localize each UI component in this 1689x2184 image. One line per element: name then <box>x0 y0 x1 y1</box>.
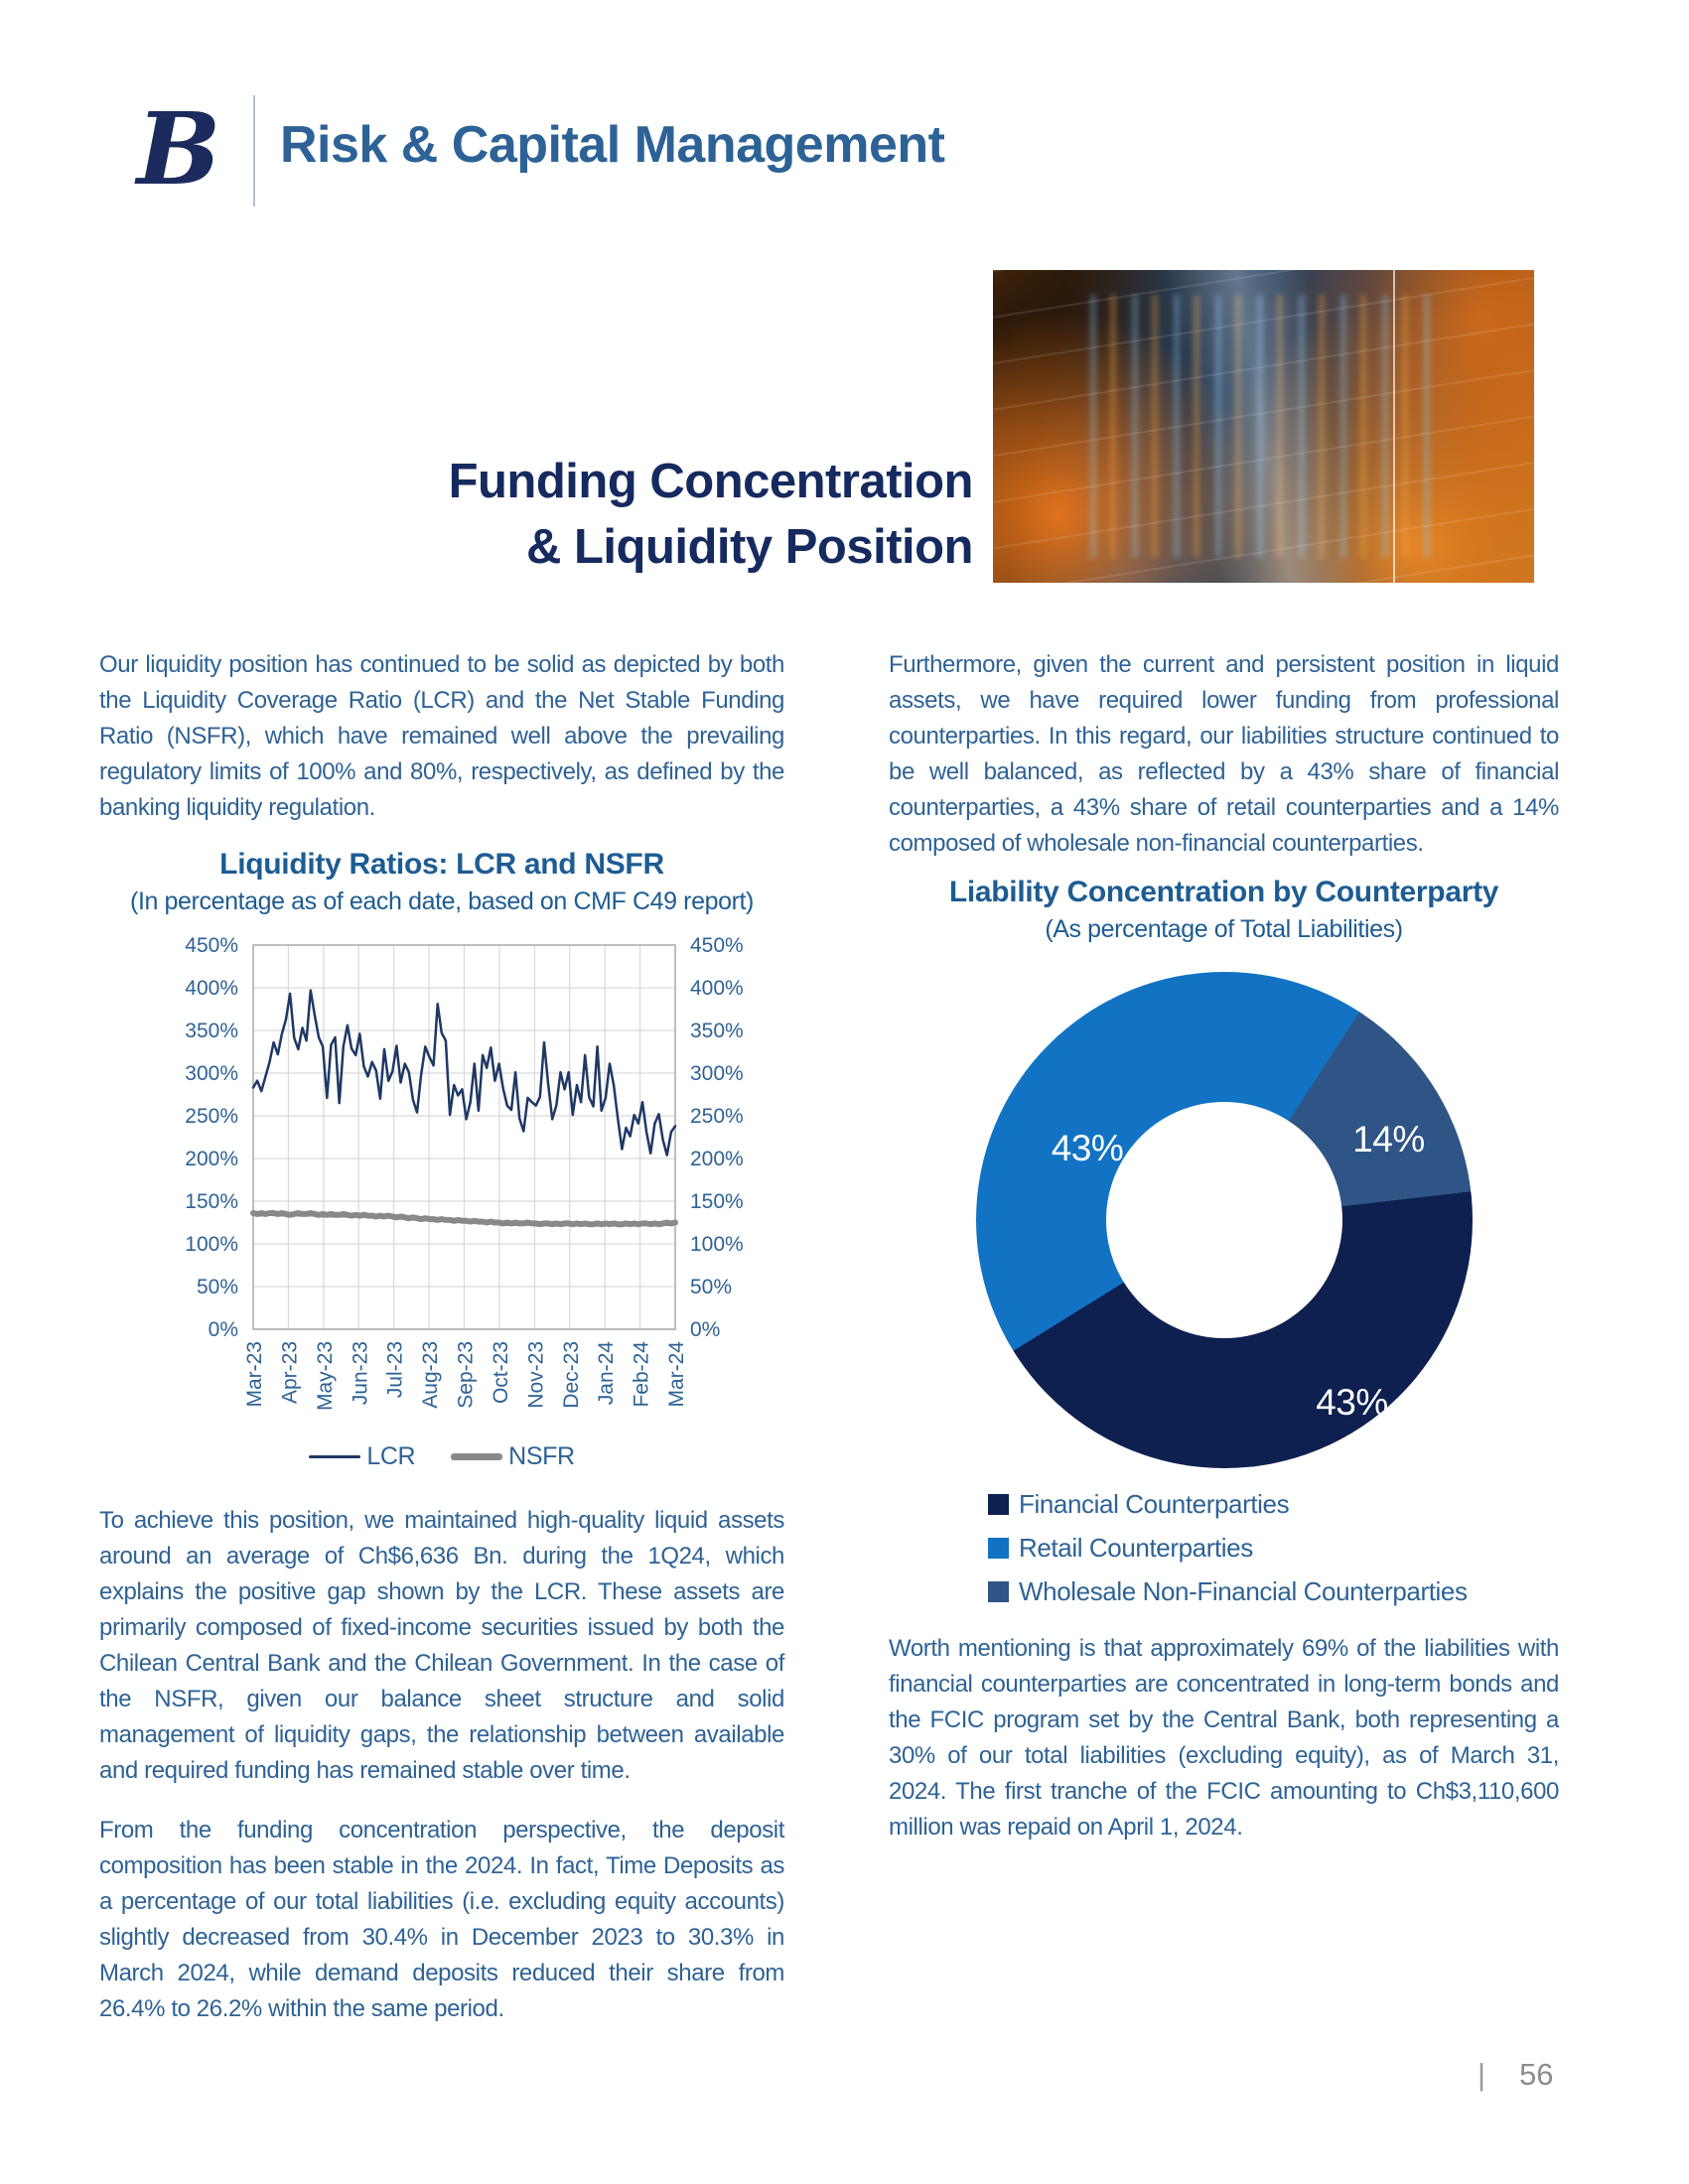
page-number-separator: | <box>1478 2057 1486 2092</box>
legend-line-sample <box>451 1452 503 1461</box>
y-axis-tick-right: 50% <box>690 1276 732 1298</box>
y-axis-tick-right: 100% <box>690 1233 744 1256</box>
legend-line-sample <box>309 1455 361 1458</box>
x-axis-tick: Feb-24 <box>631 1341 653 1408</box>
donut-hole <box>1105 1102 1342 1338</box>
donut-legend-row: Financial Counterparties <box>988 1482 1559 1526</box>
line-chart-plot: 0% 0% 50% 50% 100% 100% 150% 150% 200% 200% 250% 25… <box>185 934 744 1411</box>
y-axis-tick-right: 450% <box>690 934 744 957</box>
y-axis-tick-left: 450% <box>185 934 238 957</box>
y-axis-tick-left: 300% <box>185 1062 238 1085</box>
legend-label: NSFR <box>508 1442 575 1470</box>
series-LCR <box>251 989 677 1157</box>
liquidity-ratios-chart: Liquidity Ratios: LCR and NSFR (In perce… <box>99 848 784 1471</box>
y-axis-tick-left: 0% <box>209 1318 238 1341</box>
donut-legend-label: Financial Counterparties <box>1019 1488 1290 1519</box>
donut-legend-label: Wholesale Non-Financial Counterparties <box>1019 1575 1468 1606</box>
left-paragraph-1: Our liquidity position has continued to … <box>99 651 784 821</box>
y-axis-tick-right: 250% <box>690 1105 744 1128</box>
left-paragraph-2: To achieve this position, we maintained … <box>99 1507 784 1784</box>
right-column: Furthermore, given the current and persi… <box>889 647 1559 2027</box>
line-chart-title: Liquidity Ratios: LCR and NSFR <box>219 848 664 881</box>
y-axis-tick-right: 150% <box>690 1190 744 1213</box>
x-axis-tick: Nov-23 <box>524 1341 547 1409</box>
y-axis-tick-left: 400% <box>185 977 238 1000</box>
y-axis-tick-right: 300% <box>690 1062 744 1085</box>
plot-border <box>252 944 676 1330</box>
x-axis-tick: Aug-23 <box>419 1341 442 1409</box>
y-axis-tick-right: 200% <box>690 1148 744 1170</box>
right-paragraph-2: Worth mentioning is that approximately 6… <box>889 1635 1559 1841</box>
legend-label: LCR <box>366 1442 416 1470</box>
donut-chart-subtitle: (As percentage of Total Liabilities) <box>1045 915 1403 943</box>
y-axis-tick-left: 50% <box>197 1276 238 1298</box>
legend-square-marker <box>988 1537 1009 1559</box>
y-axis-tick-right: 0% <box>690 1318 720 1341</box>
page-number: | 56 <box>1478 2057 1554 2093</box>
y-axis-tick-left: 150% <box>185 1190 238 1213</box>
donut-chart-legend: Financial Counterparties Retail Counterpa… <box>988 1482 1559 1613</box>
donut-label-retail: 43% <box>1051 1127 1124 1168</box>
line-chart-subtitle: (In percentage as of each date, based on… <box>130 887 754 915</box>
legend-square-marker <box>988 1493 1009 1515</box>
legend-square-marker <box>988 1580 1009 1602</box>
x-axis-tick: Mar-23 <box>243 1341 266 1408</box>
section-title-line2: & Liquidity Position <box>525 520 974 574</box>
x-axis-tick: Sep-23 <box>455 1341 478 1409</box>
line-chart-legend: LCR NSFR <box>99 1442 784 1471</box>
y-axis-tick-right: 350% <box>690 1020 744 1042</box>
section-title: Funding Concentration & Liquidity Positi… <box>298 449 974 580</box>
donut-legend-row: Wholesale Non-Financial Counterparties <box>988 1570 1559 1613</box>
donut-label-financial: 43% <box>1316 1382 1388 1423</box>
left-column: Our liquidity position has continued to … <box>99 647 784 2027</box>
page-number-value: 56 <box>1519 2057 1554 2092</box>
x-axis-tick: Oct-23 <box>490 1341 512 1404</box>
bank-logo: B <box>136 90 221 207</box>
photo-candlesticks <box>1090 295 1437 558</box>
left-paragraph-3: From the funding concentration perspecti… <box>99 1817 784 2022</box>
donut-chart: 43% 43% 14% <box>975 972 1473 1468</box>
series-NSFR <box>250 1210 678 1228</box>
donut-legend-row: Retail Counterparties <box>988 1526 1559 1570</box>
x-axis-tick: Jun-23 <box>349 1341 371 1405</box>
page-title: Risk & Capital Management <box>280 116 945 174</box>
section-title-line1: Funding Concentration <box>448 455 974 508</box>
x-axis-tick: Mar-24 <box>665 1341 688 1408</box>
y-axis-tick-left: 250% <box>185 1105 238 1128</box>
market-chart-photo <box>993 270 1534 583</box>
y-axis-tick-right: 400% <box>690 977 744 1000</box>
legend-entry-LCR: LCR <box>309 1442 416 1471</box>
donut-legend-label: Retail Counterparties <box>1019 1532 1253 1563</box>
y-axis-tick-left: 350% <box>185 1020 238 1042</box>
donut-chart-title: Liability Concentration by Counterparty <box>948 876 1499 908</box>
x-axis-tick: Dec-23 <box>560 1341 583 1409</box>
x-axis-tick: Jul-23 <box>384 1341 407 1398</box>
photo-grid-lines <box>993 270 1534 583</box>
y-axis-tick-left: 200% <box>185 1148 238 1170</box>
y-axis-tick-left: 100% <box>185 1233 238 1256</box>
x-axis-tick: Jan-24 <box>595 1341 618 1406</box>
header-divider <box>253 95 255 206</box>
legend-entry-NSFR: NSFR <box>451 1442 575 1471</box>
liability-concentration-chart: Liability Concentration by Counterparty … <box>889 876 1559 1613</box>
x-axis-tick: Apr-23 <box>278 1341 301 1404</box>
donut-label-wholesale: 14% <box>1352 1119 1425 1160</box>
photo-vertical-line <box>1393 270 1396 583</box>
x-axis-tick: May-23 <box>314 1341 337 1411</box>
content-columns: Our liquidity position has continued to … <box>99 647 1559 2027</box>
right-paragraph-1: Furthermore, given the current and persi… <box>889 651 1559 857</box>
photo-light-streak <box>993 270 1534 583</box>
